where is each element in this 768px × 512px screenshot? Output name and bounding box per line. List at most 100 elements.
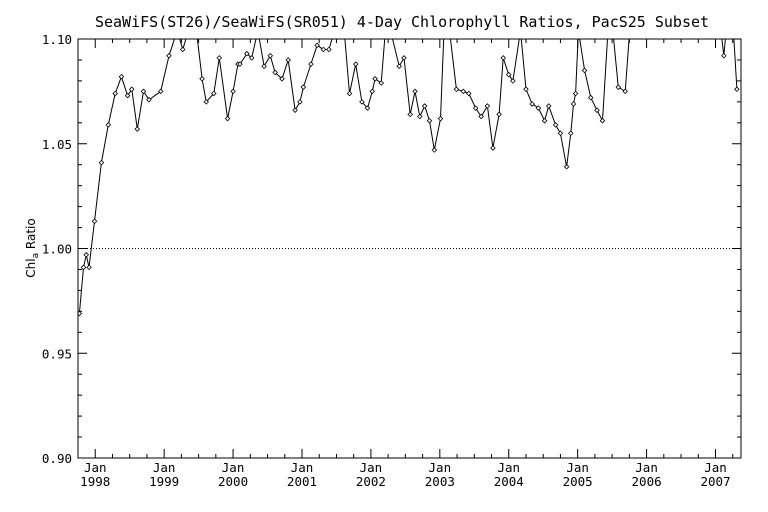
data-point — [285, 57, 291, 63]
data-point — [203, 99, 209, 105]
data-point — [510, 78, 516, 84]
data-point — [359, 99, 365, 105]
data-point — [118, 73, 125, 80]
x-tick-label-month: Jan — [635, 460, 658, 475]
data-point — [364, 105, 371, 111]
data-point — [466, 90, 472, 97]
data-point — [535, 105, 542, 111]
data-point — [166, 52, 172, 59]
data-point — [199, 76, 205, 82]
data-point — [505, 71, 512, 78]
data-point — [134, 126, 141, 132]
data-point — [587, 94, 594, 101]
data-point — [297, 99, 303, 105]
x-tick-label-month: Jan — [291, 460, 314, 475]
y-axis-label-rest: Ratio — [24, 218, 38, 253]
x-tick-label-month: Jan — [429, 460, 452, 475]
data-point — [552, 122, 559, 128]
data-point — [421, 103, 428, 109]
data-point — [417, 113, 423, 120]
data-point — [716, 5, 720, 9]
data-point — [230, 88, 236, 95]
x-tick-label-year: 2001 — [287, 474, 317, 489]
data-point — [640, 5, 644, 9]
data-point — [279, 76, 285, 82]
x-tick-label-year: 1998 — [80, 474, 110, 489]
data-point — [216, 55, 223, 61]
x-tick-label-year: 1999 — [149, 474, 179, 489]
data-point — [128, 86, 135, 93]
data-point — [300, 84, 307, 90]
x-tick-label-month: Jan — [704, 460, 727, 475]
data-point — [378, 80, 385, 86]
data-point — [629, 5, 633, 9]
data-point — [105, 122, 112, 128]
data-point — [157, 88, 164, 95]
data-point — [460, 88, 467, 95]
y-axis-label-sub: a — [31, 253, 41, 259]
y-tick-label: 0.95 — [42, 346, 72, 361]
y-tick-label: 0.90 — [42, 451, 72, 466]
data-point — [490, 145, 496, 151]
data-point — [346, 90, 353, 97]
data-point — [721, 52, 727, 59]
data-point — [326, 46, 332, 53]
x-tick-label-year: 2003 — [425, 474, 455, 489]
x-tick-label-month: Jan — [566, 460, 589, 475]
data-point — [124, 92, 131, 99]
data-point — [541, 117, 548, 124]
data-point — [80, 264, 87, 271]
data-point — [314, 42, 320, 49]
x-tick-label-month: Jan — [84, 460, 107, 475]
data-point — [112, 90, 118, 97]
x-tick-label-year: 2007 — [700, 474, 730, 489]
data-point — [267, 52, 274, 59]
data-point — [372, 76, 378, 82]
data-point — [261, 63, 267, 70]
chart-title: SeaWiFS(ST26)/SeaWiFS(SR051) 4-Day Chlor… — [95, 13, 709, 31]
x-tick-label-year: 2004 — [494, 474, 524, 489]
data-point — [500, 55, 506, 61]
data-point — [211, 90, 217, 97]
data-point — [484, 103, 491, 109]
x-tick-label-month: Jan — [497, 460, 520, 475]
data-point — [453, 86, 460, 93]
x-tick-label-month: Jan — [360, 460, 383, 475]
data-point — [563, 164, 570, 170]
data-point — [272, 69, 278, 76]
data-point — [472, 105, 479, 111]
data-point — [431, 147, 438, 153]
data-point — [396, 63, 402, 70]
data-point — [496, 111, 502, 118]
data-point — [594, 107, 600, 113]
x-tick-label-year: 2000 — [218, 474, 248, 489]
data-point — [523, 86, 529, 93]
data-point — [734, 86, 740, 93]
data-point — [320, 46, 327, 53]
data-point — [731, 28, 735, 32]
data-point — [412, 88, 418, 95]
x-tick-label-month: Jan — [153, 460, 176, 475]
data-point — [352, 61, 359, 67]
data-point — [529, 101, 535, 107]
data-point — [83, 252, 90, 258]
data-point — [401, 55, 407, 61]
data-point — [545, 103, 552, 109]
data-point — [478, 113, 484, 120]
y-axis-label: Chla Ratio — [24, 218, 41, 277]
series-line — [78, 39, 738, 314]
data-point — [426, 117, 433, 124]
data-point — [292, 107, 298, 113]
data-point — [369, 88, 376, 95]
y-axis-label-main: Chl — [24, 258, 38, 277]
data-point — [677, 0, 681, 3]
data-point — [179, 46, 186, 53]
data-point — [224, 115, 231, 122]
data-point — [98, 159, 105, 166]
data-point — [694, 5, 698, 9]
data-point — [407, 111, 413, 118]
data-point — [91, 218, 98, 225]
data-point — [237, 61, 243, 67]
data-point — [572, 90, 579, 97]
